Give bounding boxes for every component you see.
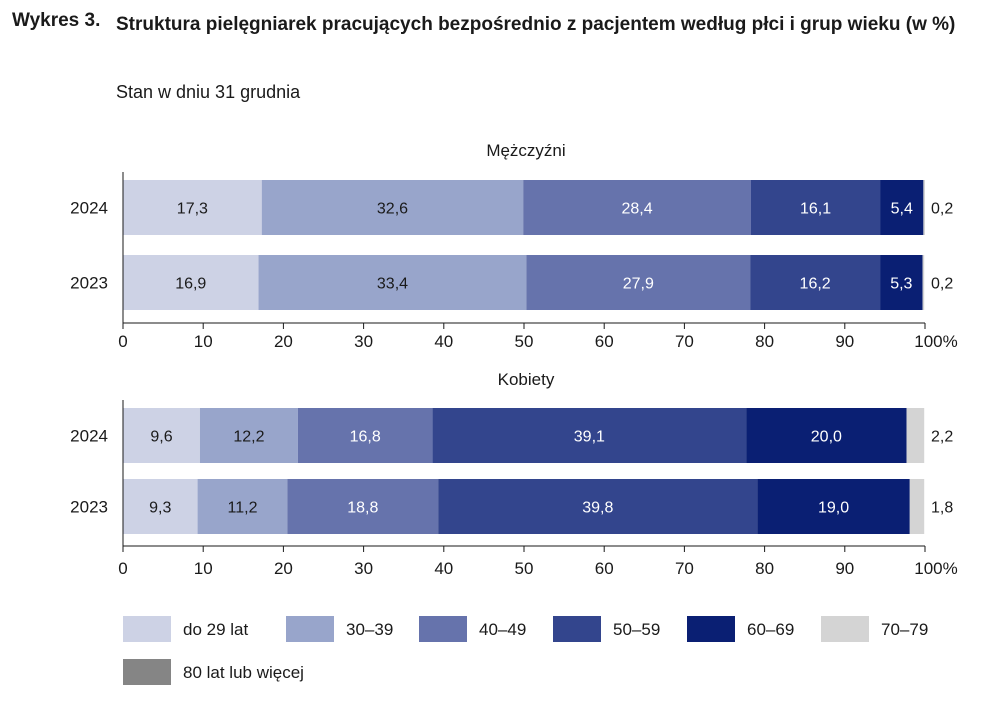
figure-number: Wykres 3. [12,10,101,31]
legend-label: 60–69 [747,620,794,639]
x-tick-label: 80 [755,332,774,351]
x-tick-label: 50 [515,559,534,578]
category-label: 2023 [70,274,108,293]
x-tick-label: 100% [914,559,957,578]
data-label: 17,3 [177,201,208,218]
data-label: 39,1 [574,429,605,446]
x-tick-label: 70 [675,559,694,578]
bar-segment [750,255,881,310]
category-label: 2024 [70,427,108,446]
bar-segment [199,408,298,463]
data-label: 18,8 [347,500,378,517]
data-label: 20,0 [811,429,842,446]
chart-title: Struktura pielęgniarek pracujących bezpo… [116,14,956,35]
bar-segment [746,408,907,463]
legend-label: do 29 lat [183,620,248,639]
data-label-outside: 2,2 [931,429,953,446]
bar-segment [880,255,923,310]
bar-segment [880,180,924,235]
data-label-outside: 0,2 [931,201,953,218]
x-tick-label: 60 [595,559,614,578]
bar-segment [258,255,527,310]
data-label-outside: 1,8 [931,500,953,517]
bar-segment [906,408,925,463]
legend-swatch [821,616,869,642]
legend-label: 70–79 [881,620,928,639]
legend-label: 50–59 [613,620,660,639]
bar-segment [197,479,288,534]
data-label: 16,8 [350,429,381,446]
legend-label: 80 lat lub więcej [183,663,304,682]
panel-title-1: Mężczyźni [486,141,565,160]
x-tick-label: 0 [118,332,127,351]
data-label: 16,1 [800,201,831,218]
data-label: 9,6 [150,429,172,446]
x-tick-label: 0 [118,559,127,578]
legend-swatch [123,659,171,685]
chart-subtitle: Stan w dniu 31 grudnia [116,82,301,102]
x-tick-label: 90 [835,332,854,351]
data-label-outside: 0,2 [931,276,953,293]
bar-segment [123,479,198,534]
x-tick-label: 40 [434,332,453,351]
bar-segment [750,180,881,235]
x-tick-label: 20 [274,559,293,578]
x-tick-label: 40 [434,559,453,578]
legend-label: 40–49 [479,620,526,639]
x-tick-label: 30 [354,559,373,578]
data-label: 5,4 [891,201,913,218]
category-label: 2024 [70,199,108,218]
data-label: 32,6 [377,201,408,218]
legend-label: 30–39 [346,620,393,639]
data-label: 11,2 [228,500,258,517]
legend-swatch [123,616,171,642]
bar-segment [287,479,439,534]
legend-swatch [553,616,601,642]
x-tick-label: 50 [515,332,534,351]
bar-segment [123,255,259,310]
x-tick-label: 90 [835,559,854,578]
data-label: 33,4 [377,276,408,293]
legend-swatch [286,616,334,642]
bar-segment [909,479,925,534]
x-tick-label: 20 [274,332,293,351]
data-label: 39,8 [582,500,613,517]
x-tick-label: 30 [354,332,373,351]
bar-segment [438,479,758,534]
legend-swatch [687,616,735,642]
data-label: 16,2 [800,276,831,293]
x-tick-label: 100% [914,332,957,351]
data-label: 16,9 [175,276,206,293]
bar-segment [432,408,747,463]
data-label: 5,3 [890,276,912,293]
bar-segment [757,479,910,534]
x-tick-label: 10 [194,332,213,351]
bar-segment [922,255,925,310]
panel-title-2: Kobiety [498,370,555,389]
data-label: 28,4 [622,201,653,218]
x-tick-label: 10 [194,559,213,578]
data-label: 19,0 [818,500,849,517]
bar-segment [123,408,200,463]
bar-segment [923,180,925,235]
bar-segment [297,408,433,463]
bar-segment [123,180,262,235]
x-tick-label: 60 [595,332,614,351]
data-label: 12,2 [233,429,264,446]
bar-segment [261,180,524,235]
bar-segment [526,255,751,310]
x-tick-label: 70 [675,332,694,351]
data-label: 27,9 [623,276,654,293]
bar-segment [523,180,751,235]
x-tick-label: 80 [755,559,774,578]
data-label: 9,3 [149,500,171,517]
category-label: 2023 [70,498,108,517]
legend-swatch [419,616,467,642]
